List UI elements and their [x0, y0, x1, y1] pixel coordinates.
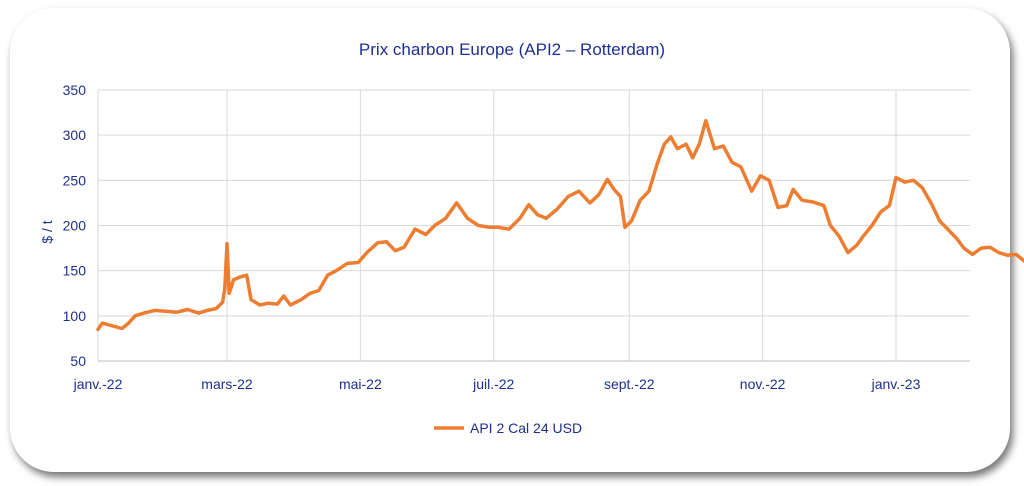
- series-line: [96, 118, 1024, 332]
- y-tick-label: 100: [63, 308, 87, 324]
- gridlines: [97, 89, 970, 362]
- x-tick-label: mai-22: [339, 376, 382, 392]
- x-tick-label: mars-22: [201, 376, 253, 392]
- y-tick-label: 300: [63, 127, 87, 143]
- legend-label: API 2 Cal 24 USD: [470, 420, 582, 436]
- x-tick-labels: janv.-22 mars-22 mai-22 juil.-22 sept.-22 nov…: [73, 376, 921, 392]
- y-tick-label: 350: [63, 82, 87, 98]
- legend: API 2 Cal 24 USD: [434, 420, 582, 436]
- y-tick-labels: 50 100 150 200 250 300 350: [63, 82, 87, 369]
- chart-card: [10, 8, 1010, 472]
- y-axis-label: $ / t: [39, 220, 55, 243]
- y-tick-label: 250: [63, 172, 87, 188]
- x-tick-label: janv.-22: [73, 376, 123, 392]
- y-tick-label: 150: [63, 263, 87, 279]
- series-lines: [96, 118, 1024, 332]
- x-tick-label: janv.-23: [871, 376, 921, 392]
- y-tick-label: 200: [63, 218, 87, 234]
- x-tick-label: sept.-22: [604, 376, 655, 392]
- chart-title: Prix charbon Europe (API2 – Rotterdam): [358, 40, 666, 59]
- x-tick-label: juil.-22: [472, 376, 514, 392]
- y-tick-label: 50: [70, 353, 86, 369]
- x-tick-label: nov.-22: [740, 376, 786, 392]
